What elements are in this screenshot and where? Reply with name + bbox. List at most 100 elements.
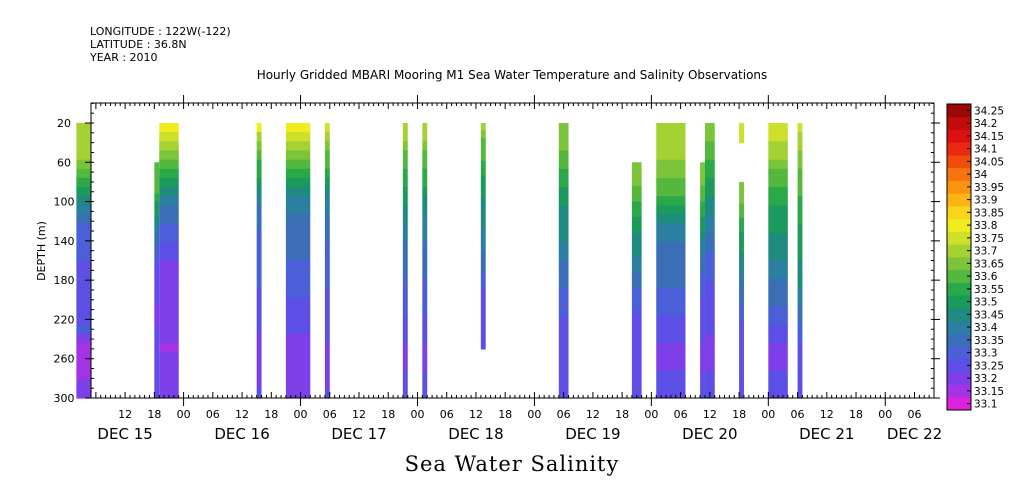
salinity-cell — [797, 379, 803, 390]
salinity-cell — [704, 223, 715, 234]
colorbar-label: 34.25 — [974, 105, 1004, 117]
salinity-cell — [76, 260, 91, 271]
salinity-cell — [422, 333, 428, 344]
salinity-cell — [631, 280, 642, 289]
salinity-cell — [797, 269, 803, 280]
plot-frame — [90, 102, 935, 399]
salinity-cell — [704, 343, 715, 353]
colorbar-swatch — [947, 231, 971, 245]
salinity-cell — [558, 159, 569, 170]
salinity-cell — [656, 370, 686, 381]
salinity-cell — [402, 260, 408, 271]
salinity-cell — [285, 178, 311, 188]
salinity-cell — [558, 306, 569, 317]
salinity-cell — [739, 203, 744, 212]
salinity-cell — [256, 388, 262, 399]
colorbar-label: 33.3 — [974, 348, 997, 360]
salinity-cell — [797, 388, 803, 399]
salinity-cell — [324, 352, 330, 362]
salinity-cell — [739, 126, 744, 128]
salinity-cell — [402, 214, 408, 225]
salinity-cell — [285, 214, 311, 225]
salinity-cell — [285, 233, 311, 243]
salinity-cell — [480, 326, 486, 335]
salinity-cell — [76, 196, 91, 207]
x-day-label: DEC 22 — [887, 425, 942, 443]
salinity-cell — [480, 183, 486, 192]
salinity-cell — [285, 132, 311, 142]
salinity-cell — [480, 160, 486, 169]
colorbar-swatch — [947, 359, 971, 373]
salinity-cell — [739, 132, 744, 134]
salinity-cell — [159, 324, 179, 335]
salinity-cell — [739, 318, 744, 327]
colorbar-frame — [946, 103, 972, 411]
salinity-cell — [797, 251, 803, 262]
salinity-cell — [739, 217, 744, 226]
salinity-cell — [324, 361, 330, 372]
colorbar-label: 33.2 — [974, 373, 997, 385]
salinity-cell — [797, 168, 803, 179]
salinity-cell — [768, 159, 788, 170]
salinity-cell — [631, 303, 642, 313]
salinity-cell — [558, 233, 569, 243]
salinity-cell — [558, 278, 569, 289]
salinity-cell — [704, 132, 715, 142]
salinity-cell — [704, 288, 715, 298]
colorbar-swatch — [947, 333, 971, 347]
colorbar-swatch — [947, 320, 971, 334]
salinity-cell — [76, 159, 91, 170]
colorbar-swatch — [947, 244, 971, 258]
salinity-cell — [656, 233, 686, 243]
salinity-cell — [700, 209, 705, 218]
salinity-cell — [704, 251, 715, 262]
salinity-cell — [480, 243, 486, 252]
salinity-cell — [700, 327, 705, 336]
salinity-cell — [558, 123, 569, 133]
salinity-cell — [402, 379, 408, 390]
salinity-cell — [402, 333, 408, 344]
salinity-cell — [480, 318, 486, 327]
salinity-cell — [797, 141, 803, 152]
salinity-cell — [154, 185, 160, 195]
salinity-cell — [159, 269, 179, 280]
salinity-cell — [739, 140, 744, 142]
salinity-cell — [422, 278, 428, 289]
salinity-cell — [285, 333, 311, 344]
x-tick-label: 18 — [498, 408, 512, 421]
salinity-cell — [422, 288, 428, 298]
salinity-cell — [739, 137, 744, 139]
salinity-cell — [631, 201, 642, 211]
colorbar-swatch — [947, 116, 971, 130]
colorbar: 33.133.1533.233.2533.333.3533.433.4533.5… — [946, 103, 1004, 411]
salinity-cell — [285, 324, 311, 335]
salinity-cell — [739, 210, 744, 219]
salinity-cell — [631, 178, 642, 187]
salinity-cell — [324, 388, 330, 399]
y-axis-label: DEPTH (m) — [35, 221, 48, 281]
salinity-cell — [154, 280, 160, 289]
x-tick-label: 00 — [644, 408, 658, 421]
salinity-cell — [739, 253, 744, 262]
salinity-cell — [285, 150, 311, 161]
latitude-label: LATITUDE : 36.8N — [90, 38, 187, 51]
salinity-cell — [285, 278, 311, 289]
salinity-cell — [704, 123, 715, 133]
salinity-cell — [797, 242, 803, 252]
x-tick-label: 00 — [527, 408, 541, 421]
salinity-cell — [159, 278, 179, 289]
salinity-cell — [768, 123, 788, 133]
salinity-cell — [558, 352, 569, 362]
salinity-cell — [739, 136, 744, 138]
salinity-cell — [797, 324, 803, 335]
salinity-cell — [324, 333, 330, 344]
salinity-cell — [285, 223, 311, 234]
salinity-cell — [422, 187, 428, 197]
salinity-cell — [739, 123, 744, 125]
salinity-cell — [324, 150, 330, 161]
salinity-cell — [797, 297, 803, 307]
salinity-cell — [159, 343, 179, 353]
salinity-cell — [558, 333, 569, 344]
salinity-cell — [558, 269, 569, 280]
salinity-cell — [422, 343, 428, 353]
